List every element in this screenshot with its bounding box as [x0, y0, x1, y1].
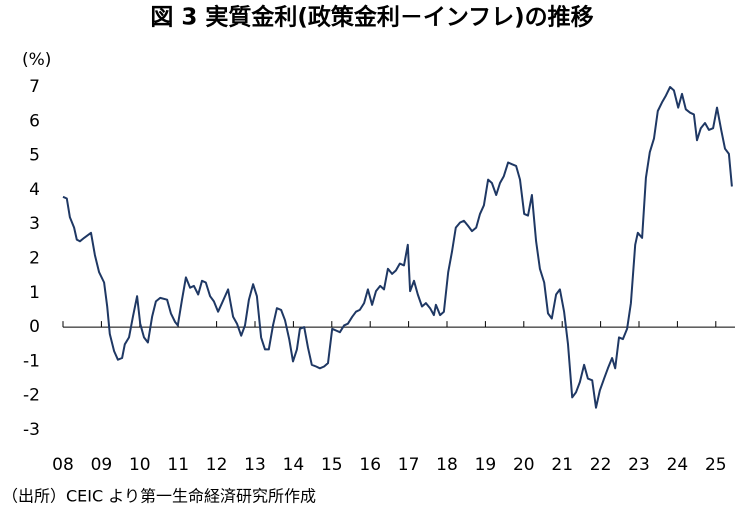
x-tick-label: 09	[91, 455, 113, 475]
x-tick-label: 16	[359, 455, 381, 475]
x-tick-label: 19	[475, 455, 497, 475]
x-tick-label: 13	[244, 455, 266, 475]
x-tick-label: 10	[129, 455, 151, 475]
x-tick-label: 20	[513, 455, 535, 475]
x-tick-label: 17	[398, 455, 420, 475]
x-tick-label: 14	[283, 455, 305, 475]
x-tick-label: 12	[206, 455, 228, 475]
y-tick-label: 6	[29, 111, 40, 131]
x-tick-label: 11	[167, 455, 189, 475]
y-tick-label: 2	[29, 249, 40, 269]
x-tick-label: 25	[705, 455, 727, 475]
source-note: （出所）CEIC より第一生命経済研究所作成	[2, 487, 316, 506]
x-tick-label: 23	[628, 455, 650, 475]
y-tick-label: 5	[29, 146, 40, 166]
y-tick-label: 0	[29, 317, 40, 337]
y-axis-label: (%)	[22, 50, 51, 70]
y-tick-label: 4	[29, 180, 40, 200]
x-tick-label: 24	[667, 455, 689, 475]
y-tick-label: -1	[23, 351, 40, 371]
x-tick-label: 22	[590, 455, 612, 475]
y-tick-label: -3	[23, 420, 40, 440]
y-tick-label: -2	[23, 386, 40, 406]
y-tick-label: 7	[29, 77, 40, 97]
x-tick-label: 15	[321, 455, 343, 475]
chart-title: 図 3 実質金利(政策金利－インフレ)の推移	[150, 4, 593, 31]
x-tick-label: 21	[551, 455, 573, 475]
x-tick-label: 18	[436, 455, 458, 475]
x-tick-label: 08	[52, 455, 74, 475]
y-tick-label: 3	[29, 214, 40, 234]
data-line	[62, 86, 733, 409]
y-tick-label: 1	[29, 283, 40, 303]
